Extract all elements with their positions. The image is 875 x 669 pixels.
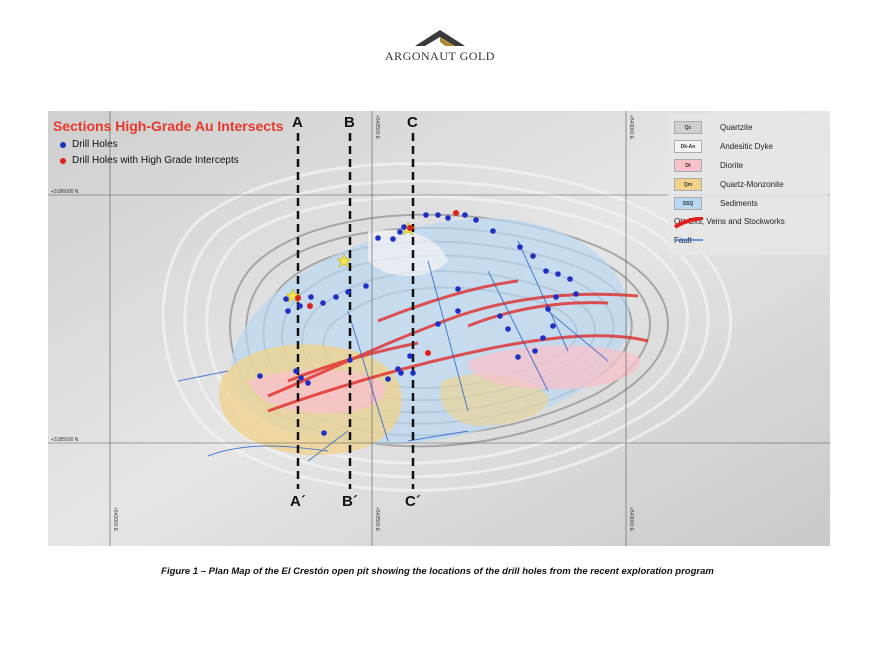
geo-swatch: Dt <box>674 159 702 172</box>
geo-legend-item: Qtz Bxs, Veins and Stockworks <box>674 217 785 229</box>
geo-legend-item: Dk-An Andesitic Dyke <box>674 140 773 153</box>
geo-label: Andesitic Dyke <box>720 142 773 151</box>
legend-high-grade: Drill Holes with High Grade Intercepts <box>60 155 239 166</box>
geo-swatch: Qm <box>674 178 702 191</box>
geo-legend-item: Fault <box>674 236 703 245</box>
geology-legend: Qz Quartzite Dk-An Andesitic Dyke Dt Dio… <box>668 115 828 255</box>
geo-swatch: Qz <box>674 121 702 134</box>
section-a-label: A <box>292 114 303 131</box>
high-grade-drill-holes <box>295 210 459 356</box>
company-logo: ARGONAUT GOLD <box>380 28 500 74</box>
diorite-unit <box>248 369 386 414</box>
geo-legend-item: Qz Quartzite <box>674 121 752 134</box>
geo-label: Sediments <box>720 199 758 208</box>
section-c-label: C <box>407 114 418 131</box>
geo-swatch: Dk-An <box>674 140 702 153</box>
andesitic-dyke <box>368 229 448 276</box>
geo-label: Quartz-Monzonite <box>720 180 784 189</box>
section-lines <box>296 133 415 489</box>
coord-east-bottom-mid: +542500 E <box>374 507 380 532</box>
blue-dot-icon <box>60 141 66 148</box>
coord-north-top: +3186000 N <box>51 189 79 195</box>
coord-east-bottom-left: +542000 E <box>112 507 118 532</box>
geo-swatch: SSQ <box>674 197 702 210</box>
vein-swatch-icon <box>674 217 704 229</box>
geo-legend-item: Dt Diorite <box>674 159 743 172</box>
geo-legend-item: SSQ Sediments <box>674 197 758 210</box>
coord-east-top-right: +543000 E <box>628 115 634 140</box>
geo-label: Diorite <box>720 161 744 170</box>
legend-drill-holes: Drill Holes <box>60 139 118 150</box>
section-a-end-label: A´ <box>290 493 306 510</box>
legend-label: Drill Holes with High Grade Intercepts <box>72 155 239 166</box>
geo-legend-item: Qm Quartz-Monzonite <box>674 178 784 191</box>
diorite-unit-2 <box>468 345 640 390</box>
plan-map: Sections High-Grade Au Intersects Drill … <box>48 111 830 546</box>
geo-label: Qtz Bxs, Veins and Stockworks <box>674 217 785 226</box>
qtz-veins <box>267 279 649 413</box>
section-c-end-label: C´ <box>405 493 421 510</box>
coord-north-bottom: +3185500 N <box>51 437 79 443</box>
faults <box>177 240 609 462</box>
legend-title: Sections High-Grade Au Intersects <box>53 118 284 134</box>
section-b-end-label: B´ <box>342 493 358 510</box>
section-b-label: B <box>344 114 355 131</box>
legend-label: Drill Holes <box>72 139 118 150</box>
fault-swatch-icon <box>675 239 703 241</box>
drill-holes <box>257 212 579 436</box>
red-dot-icon <box>60 157 66 164</box>
coord-east-top: +542500 E <box>374 115 380 140</box>
geo-label: Quartzite <box>720 123 753 132</box>
coord-east-bottom-right: +543000 E <box>628 507 634 532</box>
company-name: ARGONAUT GOLD <box>385 49 495 63</box>
argonaut-chevron-icon <box>415 30 465 46</box>
figure-caption: Figure 1 – Plan Map of the El Crestón op… <box>161 566 714 577</box>
